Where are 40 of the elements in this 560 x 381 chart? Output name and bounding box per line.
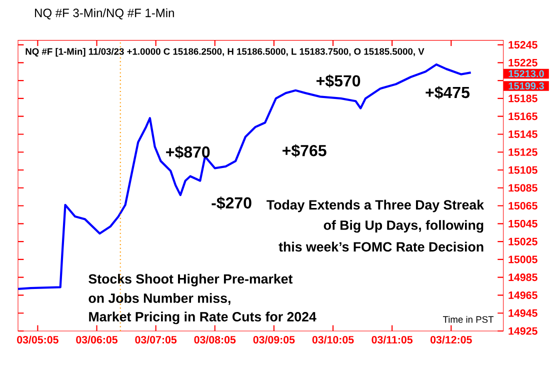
x-tick-label: 03/06:05	[76, 336, 118, 344]
x-tick-label: 03/05:05	[17, 336, 58, 344]
text: 15199.3	[508, 82, 544, 90]
y-tick-label: 15025	[508, 238, 538, 246]
annotation: +$475	[426, 86, 470, 100]
annotation: -$270	[212, 196, 252, 210]
annotation: +$870	[166, 146, 210, 159]
annotation: on Jobs Number miss,	[88, 293, 230, 305]
annotation: Time in PST	[442, 316, 494, 323]
x-tick-label: 03/12:05	[430, 336, 472, 344]
chart-title: NQ #F 3-Min/NQ #F 1-Min	[35, 8, 174, 20]
y-tick-label: 15125	[508, 148, 538, 156]
x-tick-label: 03/09:05	[253, 336, 295, 344]
y-tick-label: 15085	[508, 184, 538, 192]
text: NQ #F [1-Min] 11/03/23 +1.0000 C 15186.2500, H 15186.5000, L 15183.7500, O 15185.5000, V	[26, 48, 424, 57]
x-tick-label: 03/11:05	[372, 336, 413, 344]
annotation: of Big Up Days, following	[324, 220, 484, 233]
annotation: this week’s FOMC Rate Decision	[278, 242, 484, 252]
x-tick-label: 03/10:05	[312, 336, 354, 344]
y-tick-label: 15185	[508, 94, 538, 102]
text: 15213.0	[508, 70, 544, 78]
x-tick-label: 03/08:05	[194, 336, 236, 344]
y-tick-label: 14985	[508, 274, 538, 282]
y-tick-label: 15165	[508, 112, 538, 120]
y-tick-label: 15005	[508, 256, 538, 264]
annotation: Market Pricing in Rate Cuts for 2024	[89, 312, 316, 324]
y-tick-label: 15145	[508, 130, 538, 138]
y-tick-label: 15225	[508, 58, 538, 66]
annotation: Today Extends a Three Day Streak	[266, 200, 484, 212]
annotation: +$765	[282, 144, 326, 158]
y-tick-label: 15105	[508, 166, 538, 174]
annotation: Stocks Shoot Higher Pre-market	[88, 274, 293, 286]
y-tick-label: 15065	[508, 202, 538, 210]
y-tick-label: 15245	[508, 41, 538, 49]
y-tick-label: 14965	[508, 291, 538, 299]
x-tick-label: 03/07:05	[135, 336, 177, 344]
annotation: +$570	[316, 74, 360, 88]
y-tick-label: 15045	[508, 220, 538, 228]
y-tick-label: 14945	[508, 309, 538, 317]
y-tick-label: 14925	[508, 327, 538, 335]
